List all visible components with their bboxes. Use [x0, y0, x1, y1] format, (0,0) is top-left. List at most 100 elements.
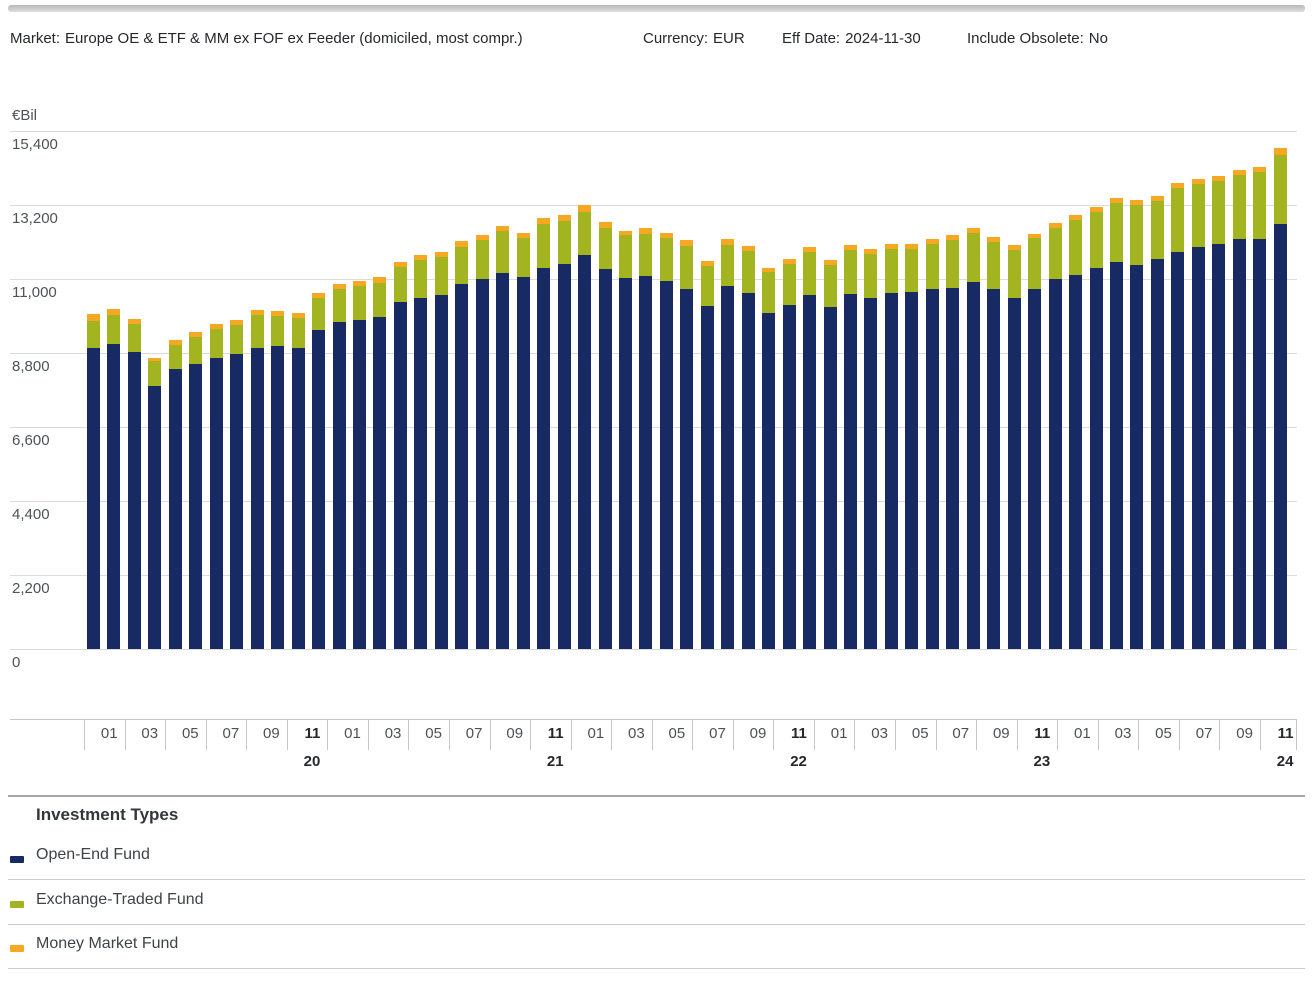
segment-open-end-fund[interactable]: [1150, 259, 1164, 649]
segment-money-market-fund[interactable]: [537, 217, 551, 224]
bar-2021-10[interactable]: [516, 233, 530, 649]
segment-money-market-fund[interactable]: [1253, 166, 1267, 173]
segment-money-market-fund[interactable]: [1273, 148, 1287, 156]
segment-open-end-fund[interactable]: [516, 276, 530, 649]
segment-open-end-fund[interactable]: [925, 289, 939, 649]
segment-open-end-fund[interactable]: [189, 364, 203, 649]
segment-money-market-fund[interactable]: [803, 246, 817, 253]
segment-money-market-fund[interactable]: [127, 319, 141, 325]
bar-2020-12[interactable]: [312, 292, 326, 649]
segment-exchange-traded-fund[interactable]: [1007, 249, 1021, 298]
segment-open-end-fund[interactable]: [496, 272, 510, 649]
segment-open-end-fund[interactable]: [680, 288, 694, 649]
segment-exchange-traded-fund[interactable]: [557, 221, 571, 264]
segment-open-end-fund[interactable]: [373, 317, 387, 649]
bar-2020-08[interactable]: [230, 319, 244, 649]
bar-2023-05[interactable]: [905, 243, 919, 649]
segment-exchange-traded-fund[interactable]: [1028, 238, 1042, 290]
segment-open-end-fund[interactable]: [1232, 239, 1246, 649]
segment-exchange-traded-fund[interactable]: [639, 233, 653, 277]
segment-exchange-traded-fund[interactable]: [905, 248, 919, 293]
segment-money-market-fund[interactable]: [618, 231, 632, 236]
bar-2022-04[interactable]: [639, 228, 653, 649]
segment-exchange-traded-fund[interactable]: [373, 282, 387, 318]
segment-money-market-fund[interactable]: [516, 233, 530, 239]
segment-exchange-traded-fund[interactable]: [762, 272, 776, 313]
segment-open-end-fund[interactable]: [1028, 289, 1042, 649]
segment-open-end-fund[interactable]: [332, 321, 346, 649]
bar-2021-11[interactable]: [537, 217, 551, 649]
segment-open-end-fund[interactable]: [1110, 261, 1123, 649]
bar-2022-07[interactable]: [700, 260, 714, 650]
segment-exchange-traded-fund[interactable]: [455, 246, 469, 284]
segment-money-market-fund[interactable]: [312, 292, 326, 298]
segment-money-market-fund[interactable]: [414, 255, 428, 261]
segment-open-end-fund[interactable]: [1191, 247, 1205, 649]
bar-2024-02[interactable]: [1089, 206, 1103, 649]
segment-open-end-fund[interactable]: [291, 347, 305, 649]
segment-money-market-fund[interactable]: [721, 239, 735, 245]
segment-open-end-fund[interactable]: [639, 276, 653, 649]
segment-money-market-fund[interactable]: [189, 331, 203, 337]
bar-2024-08[interactable]: [1212, 175, 1226, 649]
segment-open-end-fund[interactable]: [1007, 297, 1021, 649]
segment-money-market-fund[interactable]: [741, 246, 755, 252]
segment-open-end-fund[interactable]: [1048, 279, 1062, 649]
segment-exchange-traded-fund[interactable]: [107, 315, 121, 345]
bar-2023-06[interactable]: [925, 239, 939, 649]
bar-2022-09[interactable]: [741, 246, 755, 649]
bar-2020-03[interactable]: [127, 319, 141, 649]
bar-2022-08[interactable]: [721, 239, 735, 649]
bar-2021-06[interactable]: [434, 252, 448, 649]
segment-open-end-fund[interactable]: [434, 295, 448, 649]
bar-2022-10[interactable]: [762, 267, 776, 649]
segment-exchange-traded-fund[interactable]: [1253, 172, 1267, 240]
bar-2023-09[interactable]: [987, 237, 1001, 649]
segment-open-end-fund[interactable]: [455, 283, 469, 649]
segment-exchange-traded-fund[interactable]: [189, 336, 203, 365]
segment-money-market-fund[interactable]: [1069, 214, 1083, 220]
segment-money-market-fund[interactable]: [1089, 206, 1103, 212]
bar-2021-04[interactable]: [393, 261, 407, 649]
segment-open-end-fund[interactable]: [700, 305, 714, 649]
segment-open-end-fund[interactable]: [1089, 268, 1103, 649]
bar-2021-08[interactable]: [475, 235, 489, 649]
bar-2023-08[interactable]: [966, 227, 980, 649]
segment-money-market-fund[interactable]: [844, 245, 858, 251]
bar-2022-05[interactable]: [659, 232, 673, 649]
segment-exchange-traded-fund[interactable]: [496, 231, 510, 273]
segment-exchange-traded-fund[interactable]: [680, 245, 694, 289]
segment-open-end-fund[interactable]: [864, 298, 878, 649]
bar-2022-11[interactable]: [782, 258, 796, 649]
segment-exchange-traded-fund[interactable]: [127, 324, 141, 353]
segment-exchange-traded-fund[interactable]: [782, 263, 796, 305]
segment-open-end-fund[interactable]: [844, 294, 858, 649]
segment-open-end-fund[interactable]: [1212, 243, 1226, 649]
segment-money-market-fund[interactable]: [455, 241, 469, 247]
segment-exchange-traded-fund[interactable]: [1089, 211, 1103, 269]
segment-open-end-fund[interactable]: [721, 286, 735, 649]
segment-money-market-fund[interactable]: [1110, 197, 1123, 204]
segment-exchange-traded-fund[interactable]: [618, 235, 632, 278]
segment-exchange-traded-fund[interactable]: [844, 250, 858, 295]
segment-money-market-fund[interactable]: [1048, 222, 1062, 228]
segment-exchange-traded-fund[interactable]: [659, 237, 673, 282]
bar-2023-03[interactable]: [864, 248, 878, 649]
segment-open-end-fund[interactable]: [782, 304, 796, 649]
segment-exchange-traded-fund[interactable]: [1232, 175, 1246, 240]
segment-open-end-fund[interactable]: [250, 347, 264, 649]
segment-exchange-traded-fund[interactable]: [1191, 184, 1205, 248]
bar-2024-09[interactable]: [1232, 169, 1246, 649]
bar-2024-03[interactable]: [1110, 197, 1123, 649]
segment-open-end-fund[interactable]: [578, 255, 592, 649]
segment-open-end-fund[interactable]: [271, 346, 285, 649]
segment-open-end-fund[interactable]: [987, 288, 1001, 649]
segment-open-end-fund[interactable]: [762, 312, 776, 649]
segment-open-end-fund[interactable]: [1253, 239, 1267, 649]
segment-open-end-fund[interactable]: [1171, 252, 1185, 649]
bar-2022-12[interactable]: [803, 246, 817, 649]
segment-open-end-fund[interactable]: [209, 357, 223, 649]
segment-money-market-fund[interactable]: [230, 319, 244, 325]
segment-money-market-fund[interactable]: [434, 252, 448, 258]
bar-2022-06[interactable]: [680, 240, 694, 649]
